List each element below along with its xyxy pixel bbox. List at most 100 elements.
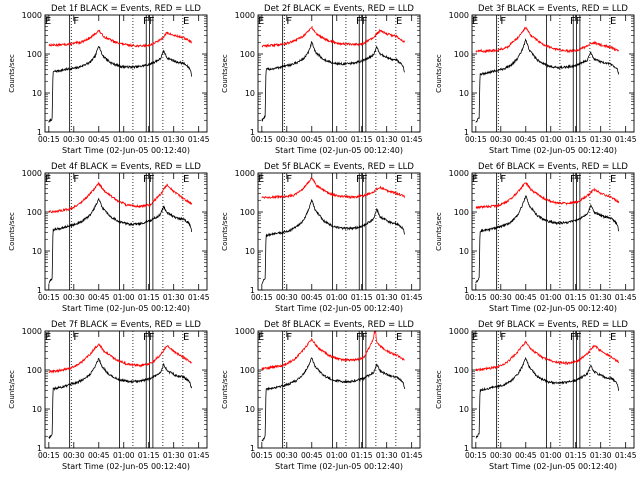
state-marker: E bbox=[396, 332, 402, 343]
x-tick-label: 01:30 bbox=[163, 451, 185, 460]
y-tick-label: 100 bbox=[454, 208, 469, 217]
x-tick-label: 00:30 bbox=[490, 135, 512, 144]
panel-title: Det 1f BLACK = Events, RED = LLD bbox=[51, 4, 201, 14]
x-tick-label: 01:45 bbox=[188, 293, 210, 302]
x-tick-label: 01:30 bbox=[163, 293, 185, 302]
x-axis-label: Start Time (02-Jun-05 00:12:40) bbox=[489, 304, 617, 313]
state-marker: FF bbox=[356, 174, 368, 185]
state-marker: F bbox=[500, 174, 506, 185]
panel-title: Det 7f BLACK = Events, RED = LLD bbox=[51, 320, 201, 330]
state-marker: E bbox=[45, 332, 51, 343]
y-tick-label: 1 bbox=[37, 128, 42, 137]
state-marker: F bbox=[286, 332, 292, 343]
state-marker: E bbox=[610, 174, 616, 185]
x-tick-label: 01:30 bbox=[163, 135, 185, 144]
x-tick-label: 00:15 bbox=[251, 135, 273, 144]
x-tick-label: 01:45 bbox=[615, 451, 637, 460]
panel-title: Det 6f BLACK = Events, RED = LLD bbox=[478, 162, 628, 172]
y-tick-label: 1000 bbox=[449, 169, 469, 178]
y-tick-label: 1 bbox=[464, 444, 469, 453]
plot-frame bbox=[44, 14, 208, 133]
x-tick-label: 01:00 bbox=[540, 293, 562, 302]
state-marker: FF bbox=[570, 174, 582, 185]
x-axis-label: Start Time (02-Jun-05 00:12:40) bbox=[489, 462, 617, 471]
x-tick-label: 00:30 bbox=[490, 451, 512, 460]
y-tick-label: 100 bbox=[27, 50, 42, 59]
x-tick-label: 00:45 bbox=[88, 451, 110, 460]
x-tick-label: 01:30 bbox=[590, 451, 612, 460]
y-tick-label: 10 bbox=[245, 89, 255, 98]
x-tick-label: 01:00 bbox=[326, 451, 348, 460]
state-marker: FF bbox=[143, 174, 155, 185]
x-tick-label: 00:30 bbox=[63, 135, 85, 144]
y-axis-label: Counts/sec bbox=[221, 212, 229, 251]
panel-title: Det 3f BLACK = Events, RED = LLD bbox=[478, 4, 628, 14]
state-marker: E bbox=[610, 332, 616, 343]
y-tick-label: 1000 bbox=[449, 11, 469, 20]
state-marker: E bbox=[396, 16, 402, 27]
plot-frame bbox=[44, 172, 208, 291]
series-events-line bbox=[261, 357, 406, 442]
y-tick-label: 1 bbox=[250, 444, 255, 453]
x-tick-label: 00:15 bbox=[38, 293, 60, 302]
panel-det-3: Det 3f BLACK = Events, RED = LLD Counts/s… bbox=[435, 4, 637, 155]
x-tick-label: 00:30 bbox=[276, 135, 298, 144]
state-marker: FF bbox=[356, 332, 368, 343]
y-tick-label: 100 bbox=[454, 366, 469, 375]
series-events-line bbox=[48, 45, 193, 123]
x-tick-label: 00:30 bbox=[490, 293, 512, 302]
y-axis-label: Counts/sec bbox=[435, 370, 443, 409]
panel-title: Det 9f BLACK = Events, RED = LLD bbox=[478, 320, 628, 330]
state-marker: E bbox=[258, 174, 264, 185]
x-tick-label: 01:45 bbox=[615, 293, 637, 302]
x-tick-label: 00:15 bbox=[251, 293, 273, 302]
state-marker: E bbox=[45, 16, 51, 27]
y-tick-label: 10 bbox=[245, 247, 255, 256]
x-tick-label: 00:15 bbox=[465, 451, 487, 460]
x-tick-label: 01:45 bbox=[188, 451, 210, 460]
series-events-line bbox=[48, 358, 193, 440]
plot-frame bbox=[44, 330, 208, 449]
x-tick-label: 01:15 bbox=[565, 451, 587, 460]
x-tick-label: 00:15 bbox=[465, 293, 487, 302]
x-tick-label: 00:30 bbox=[63, 451, 85, 460]
state-marker: FF bbox=[570, 16, 582, 27]
y-axis-label: Counts/sec bbox=[435, 54, 443, 93]
x-tick-label: 01:30 bbox=[590, 135, 612, 144]
plot-frame bbox=[257, 14, 421, 133]
x-tick-label: 01:30 bbox=[376, 451, 398, 460]
y-axis-label: Counts/sec bbox=[221, 370, 229, 409]
state-marker: FF bbox=[143, 332, 155, 343]
plot-frame bbox=[257, 330, 421, 449]
x-tick-label: 01:00 bbox=[540, 135, 562, 144]
y-tick-label: 1 bbox=[37, 444, 42, 453]
x-axis-label: Start Time (02-Jun-05 00:12:40) bbox=[62, 146, 190, 155]
y-axis-label: Counts/sec bbox=[435, 212, 443, 251]
plot-frame bbox=[471, 14, 635, 133]
y-tick-label: 1000 bbox=[22, 327, 42, 336]
x-tick-label: 00:30 bbox=[276, 293, 298, 302]
x-axis-label: Start Time (02-Jun-05 00:12:40) bbox=[275, 462, 403, 471]
y-tick-label: 1 bbox=[250, 286, 255, 295]
y-tick-label: 1000 bbox=[449, 327, 469, 336]
x-axis-label: Start Time (02-Jun-05 00:12:40) bbox=[489, 146, 617, 155]
state-marker: FF bbox=[143, 16, 155, 27]
x-tick-label: 01:45 bbox=[615, 135, 637, 144]
y-tick-label: 1 bbox=[464, 286, 469, 295]
state-marker: E bbox=[472, 332, 478, 343]
x-tick-label: 01:15 bbox=[138, 451, 160, 460]
series-lld-line bbox=[48, 343, 192, 374]
x-tick-label: 00:30 bbox=[63, 293, 85, 302]
series-lld-line bbox=[475, 182, 620, 210]
state-marker: F bbox=[286, 16, 292, 27]
state-marker: F bbox=[73, 332, 79, 343]
state-marker: E bbox=[472, 16, 478, 27]
y-tick-label: 10 bbox=[32, 89, 42, 98]
x-tick-label: 01:30 bbox=[376, 135, 398, 144]
panel-det-8: Det 8f BLACK = Events, RED = LLD Counts/s… bbox=[221, 320, 423, 471]
y-tick-label: 100 bbox=[27, 366, 42, 375]
state-marker: E bbox=[610, 16, 616, 27]
plot-frame bbox=[257, 172, 421, 291]
y-tick-label: 10 bbox=[459, 405, 469, 414]
panel-title: Det 2f BLACK = Events, RED = LLD bbox=[264, 4, 414, 14]
